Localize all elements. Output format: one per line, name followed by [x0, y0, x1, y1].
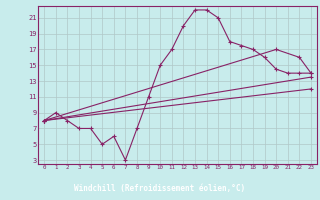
Text: Windchill (Refroidissement éolien,°C): Windchill (Refroidissement éolien,°C) [75, 184, 245, 193]
